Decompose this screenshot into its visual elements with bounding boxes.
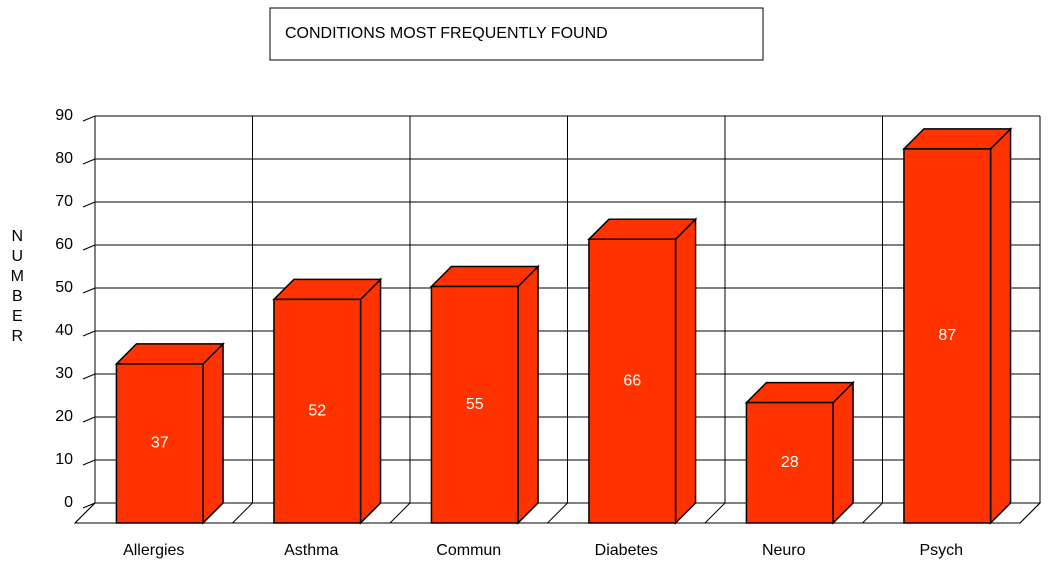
bar: 66 bbox=[587, 217, 698, 525]
floor-tick bbox=[74, 502, 96, 524]
bar: 87 bbox=[902, 127, 1013, 525]
bar: 52 bbox=[272, 277, 383, 525]
value-label: 52 bbox=[308, 402, 326, 419]
bar-top bbox=[429, 265, 540, 288]
bar-front bbox=[588, 238, 677, 524]
bar-side bbox=[517, 264, 539, 525]
floor-tick bbox=[547, 502, 568, 524]
value-label: 87 bbox=[938, 327, 956, 344]
bar-top bbox=[744, 381, 855, 404]
y-tick bbox=[82, 330, 96, 337]
title-box bbox=[269, 7, 764, 61]
floor-tick bbox=[389, 502, 411, 524]
bar-side bbox=[359, 277, 382, 525]
y-tick-label: 80 bbox=[55, 150, 73, 167]
y-tick-label: 50 bbox=[55, 279, 73, 296]
x-tick-label: Commun bbox=[436, 542, 501, 559]
y-tick bbox=[82, 244, 96, 251]
value-label: 37 bbox=[151, 435, 169, 452]
x-tick-label: Neuro bbox=[762, 542, 806, 559]
bar-front bbox=[903, 148, 992, 524]
y-tick-label: 90 bbox=[55, 107, 73, 124]
x-tick-label: Asthma bbox=[284, 542, 338, 559]
bar-front bbox=[745, 401, 834, 524]
value-label: 28 bbox=[781, 454, 799, 471]
bar-side bbox=[202, 342, 224, 525]
bar-top bbox=[587, 218, 698, 240]
y-tick bbox=[82, 158, 96, 165]
bar-top bbox=[272, 278, 383, 301]
bar-front bbox=[273, 298, 362, 524]
y-tick bbox=[82, 373, 96, 380]
y-tick-label: 70 bbox=[55, 193, 73, 210]
bar-top bbox=[114, 343, 225, 365]
y-tick-label: 60 bbox=[55, 236, 73, 253]
y-tick bbox=[82, 416, 96, 423]
y-axis-label: NUMBER bbox=[9, 228, 26, 348]
x-tick-label: Allergies bbox=[123, 542, 184, 559]
y-tick bbox=[82, 201, 96, 208]
y-tick-label: 20 bbox=[55, 408, 73, 425]
bar-front bbox=[115, 363, 204, 524]
bar: 28 bbox=[744, 380, 855, 525]
y-tick bbox=[82, 287, 96, 294]
bar-top bbox=[902, 128, 1013, 150]
bar-side bbox=[832, 380, 854, 525]
y-tick-label: 0 bbox=[64, 494, 73, 511]
value-label: 55 bbox=[466, 396, 484, 413]
x-tick-label: Diabetes bbox=[595, 542, 658, 559]
y-tick bbox=[82, 115, 96, 122]
value-label: 66 bbox=[623, 372, 641, 389]
bar-side bbox=[674, 217, 697, 525]
floor-tick bbox=[862, 502, 883, 524]
y-tick bbox=[82, 502, 96, 509]
y-tick-label: 10 bbox=[55, 451, 73, 468]
x-tick-label: Psych bbox=[919, 542, 963, 559]
y-tick-label: 30 bbox=[55, 365, 73, 382]
floor-tick bbox=[704, 502, 726, 524]
bar: 55 bbox=[429, 264, 540, 525]
y-tick bbox=[82, 459, 96, 466]
floor-tick bbox=[232, 502, 253, 524]
y-tick-label: 40 bbox=[55, 322, 73, 339]
chart-title: CONDITIONS MOST FREQUENTLY FOUND bbox=[285, 25, 608, 42]
bar: 37 bbox=[114, 342, 225, 525]
bar-front bbox=[430, 285, 519, 524]
floor-tick bbox=[1019, 502, 1041, 524]
bar-side bbox=[989, 127, 1012, 525]
